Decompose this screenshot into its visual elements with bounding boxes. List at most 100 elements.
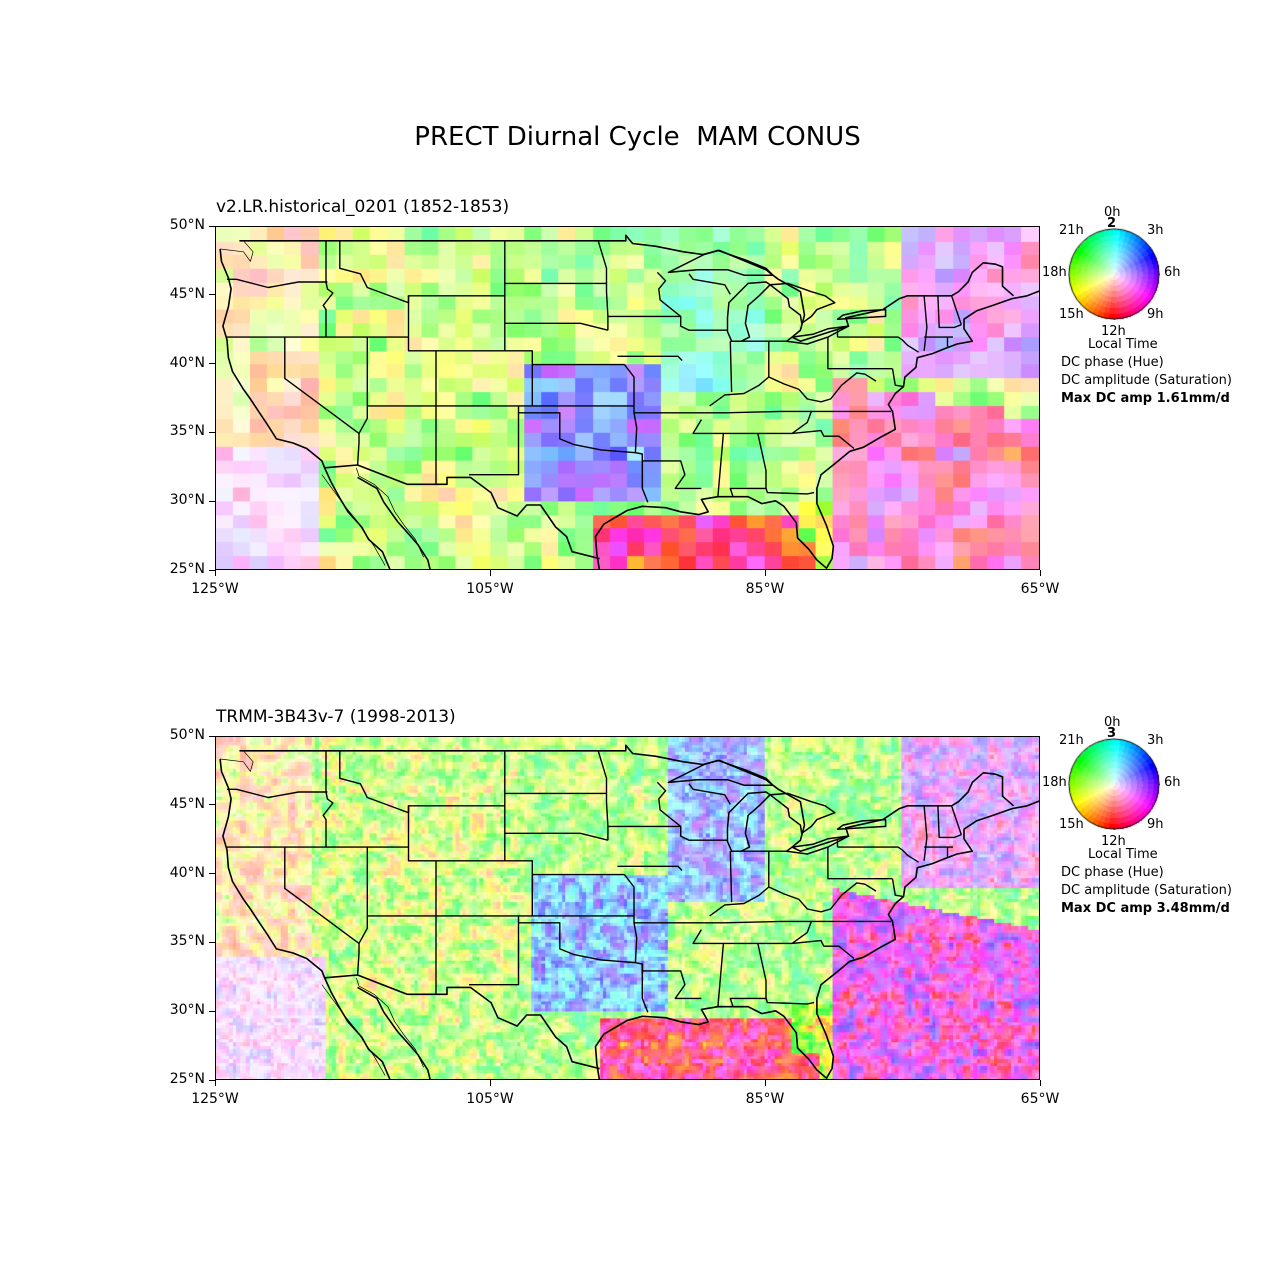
state-boundary	[358, 847, 369, 944]
minor-coastline	[355, 467, 424, 558]
lat-tick-mark	[209, 294, 215, 296]
lat-tick-mark	[209, 1079, 215, 1081]
state-boundary	[709, 376, 800, 407]
lake-outline	[836, 308, 887, 320]
map-boundaries	[219, 744, 1039, 1079]
phase-wheel	[1068, 228, 1160, 324]
state-boundary	[597, 750, 609, 841]
coastline	[1027, 800, 1039, 807]
state-boundary	[469, 412, 520, 476]
legend-max-amp: Max DC amp 3.48mm/d	[1061, 901, 1230, 916]
lon-tick-label: 85°W	[745, 581, 785, 597]
phase-wheel	[1068, 738, 1160, 834]
phase-wheel-canvas	[1068, 228, 1160, 320]
state-boundary	[656, 271, 728, 331]
legend: Local Time DC phase (Hue) DC amplitude (…	[1061, 336, 1232, 408]
wheel-label-9h: 9h	[1147, 307, 1164, 322]
country-border	[324, 974, 600, 1070]
state-boundary	[407, 295, 625, 366]
lon-tick-label: 125°W	[191, 1091, 239, 1107]
state-boundary	[692, 929, 725, 1007]
lake-outline	[769, 792, 836, 835]
state-boundary	[358, 337, 369, 434]
state-boundary	[891, 368, 904, 388]
wheel-label-21h: 21h	[1059, 223, 1084, 238]
state-boundary	[517, 915, 649, 1013]
lake-outline	[667, 249, 774, 276]
wheel-label-3h: 3h	[1147, 223, 1164, 238]
wheel-label-6h: 6h	[1164, 775, 1181, 790]
state-boundary	[923, 295, 928, 351]
state-boundary	[729, 341, 733, 393]
state-boundary	[950, 295, 962, 325]
lat-tick-mark	[209, 941, 215, 943]
lon-tick-mark	[489, 1080, 491, 1086]
lat-tick-mark	[209, 735, 215, 737]
state-boundary	[504, 322, 609, 331]
state-boundary	[765, 488, 815, 495]
state-boundary	[284, 847, 360, 976]
lon-tick-mark	[214, 570, 216, 576]
wheel-label-15h: 15h	[1059, 307, 1084, 322]
state-boundary	[407, 805, 625, 876]
lat-tick-mark	[209, 569, 215, 571]
lat-tick-label: 45°N	[169, 285, 205, 302]
country-border	[239, 234, 1015, 342]
lon-tick-mark	[764, 1080, 766, 1086]
lat-tick-mark	[209, 363, 215, 365]
state-boundary	[765, 998, 815, 1005]
state-boundary	[709, 886, 800, 917]
panel-title: v2.LR.historical_0201 (1852-1853)	[216, 197, 510, 217]
state-boundary	[923, 805, 928, 861]
lon-tick-label: 65°W	[1020, 581, 1060, 597]
lat-tick-mark	[209, 225, 215, 227]
wheel-label-21h: 21h	[1059, 733, 1084, 748]
state-boundary	[792, 939, 855, 960]
wheel-label-0h: 0h	[1104, 715, 1121, 730]
state-boundary	[322, 750, 334, 848]
lat-tick-label: 40°N	[169, 864, 205, 881]
wheel-top-number: 3	[1107, 726, 1117, 741]
state-boundary	[704, 410, 812, 414]
wheel-label-18h: 18h	[1042, 265, 1067, 280]
lat-tick-mark	[209, 500, 215, 502]
wheel-label-15h: 15h	[1059, 817, 1084, 832]
wheel-label-3h: 3h	[1147, 733, 1164, 748]
state-boundary	[623, 364, 705, 414]
state-boundary	[704, 920, 812, 924]
lat-tick-label: 35°N	[169, 423, 205, 440]
coastline	[357, 986, 431, 1079]
wheel-label-9h: 9h	[1147, 817, 1164, 832]
map-area	[215, 226, 1040, 570]
diurnal-cycle-raster	[216, 227, 1039, 569]
state-boundary	[227, 278, 328, 289]
state-boundary	[837, 846, 919, 863]
state-boundary	[633, 922, 638, 963]
lat-tick-mark	[209, 1010, 215, 1012]
state-boundary	[227, 788, 328, 799]
legend: Local Time DC phase (Hue) DC amplitude (…	[1061, 846, 1232, 918]
wheel-label-6h: 6h	[1164, 265, 1181, 280]
lon-tick-mark	[214, 1080, 216, 1086]
state-boundary	[597, 240, 609, 331]
lat-tick-label: 30°N	[169, 492, 205, 509]
lat-tick-label: 25°N	[169, 561, 205, 577]
coastline	[594, 805, 1028, 1079]
coastline	[219, 758, 391, 1079]
coastline	[594, 295, 1028, 569]
panel-observation: TRMM-3B43v-7 (1998-2013) 125°W 105°W 85°W 6…	[0, 0, 1275, 1107]
coastline	[219, 248, 391, 569]
minor-coastline	[355, 977, 424, 1068]
legend-phase: DC phase (Hue)	[1061, 355, 1164, 370]
state-boundary	[642, 970, 702, 1000]
minor-coastline	[220, 750, 254, 772]
wheel-label-0h: 0h	[1104, 205, 1121, 220]
state-boundary	[791, 920, 892, 944]
lake-outline	[769, 282, 836, 325]
map-boundaries	[219, 234, 1039, 569]
state-boundary	[950, 805, 962, 835]
state-boundary	[729, 851, 733, 903]
state-boundary	[798, 882, 877, 913]
state-boundary	[617, 355, 683, 361]
state-boundary	[837, 336, 919, 353]
